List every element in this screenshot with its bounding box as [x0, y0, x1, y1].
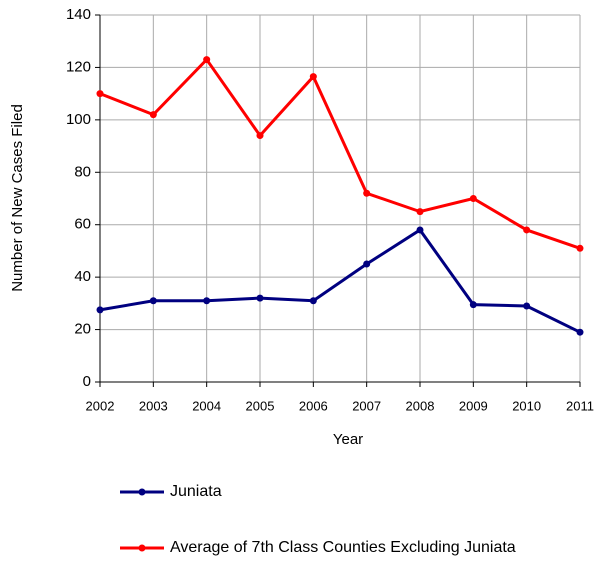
y-tick-label: 60 — [74, 216, 91, 233]
x-tick-label: 2008 — [406, 398, 435, 413]
y-tick-label: 80 — [74, 163, 91, 180]
x-tick-label: 2011 — [566, 398, 594, 413]
point — [363, 260, 371, 268]
legend-label: Average of 7th Class Counties Excluding … — [170, 539, 516, 556]
y-tick-label: 40 — [74, 268, 91, 285]
legend-marker — [138, 488, 146, 496]
x-tick-label: 2003 — [139, 398, 168, 413]
x-axis-label: Year — [333, 431, 363, 448]
x-tick-label: 2007 — [352, 398, 381, 413]
y-tick-label: 0 — [83, 373, 91, 390]
x-tick-label: 2005 — [246, 398, 275, 413]
point — [256, 132, 264, 140]
y-tick-label: 140 — [66, 6, 91, 23]
point — [96, 90, 104, 98]
y-tick-label: 120 — [66, 58, 91, 75]
point — [256, 294, 264, 302]
point — [203, 297, 211, 305]
point — [576, 328, 584, 336]
point — [416, 226, 424, 234]
x-tick-label: 2010 — [512, 398, 541, 413]
y-tick-label: 20 — [74, 321, 91, 338]
point — [96, 306, 104, 314]
point — [149, 111, 157, 119]
point — [363, 189, 371, 197]
point — [523, 226, 531, 234]
point — [149, 297, 157, 305]
point — [523, 302, 531, 310]
x-tick-label: 2006 — [299, 398, 328, 413]
y-tick-label: 100 — [66, 111, 91, 128]
x-tick-label: 2002 — [86, 398, 115, 413]
legend-marker — [138, 544, 146, 552]
point — [416, 208, 424, 216]
legend-label: Juniata — [170, 483, 222, 500]
x-tick-label: 2004 — [192, 398, 221, 413]
point — [576, 244, 584, 252]
point — [309, 73, 317, 81]
x-tick-label: 2009 — [459, 398, 488, 413]
y-axis-label: Number of New Cases Filed — [9, 104, 26, 292]
point — [309, 297, 317, 305]
point — [469, 195, 477, 202]
point — [469, 301, 477, 309]
series-line — [99, 227, 581, 334]
series-line — [99, 57, 581, 250]
point — [203, 56, 211, 64]
